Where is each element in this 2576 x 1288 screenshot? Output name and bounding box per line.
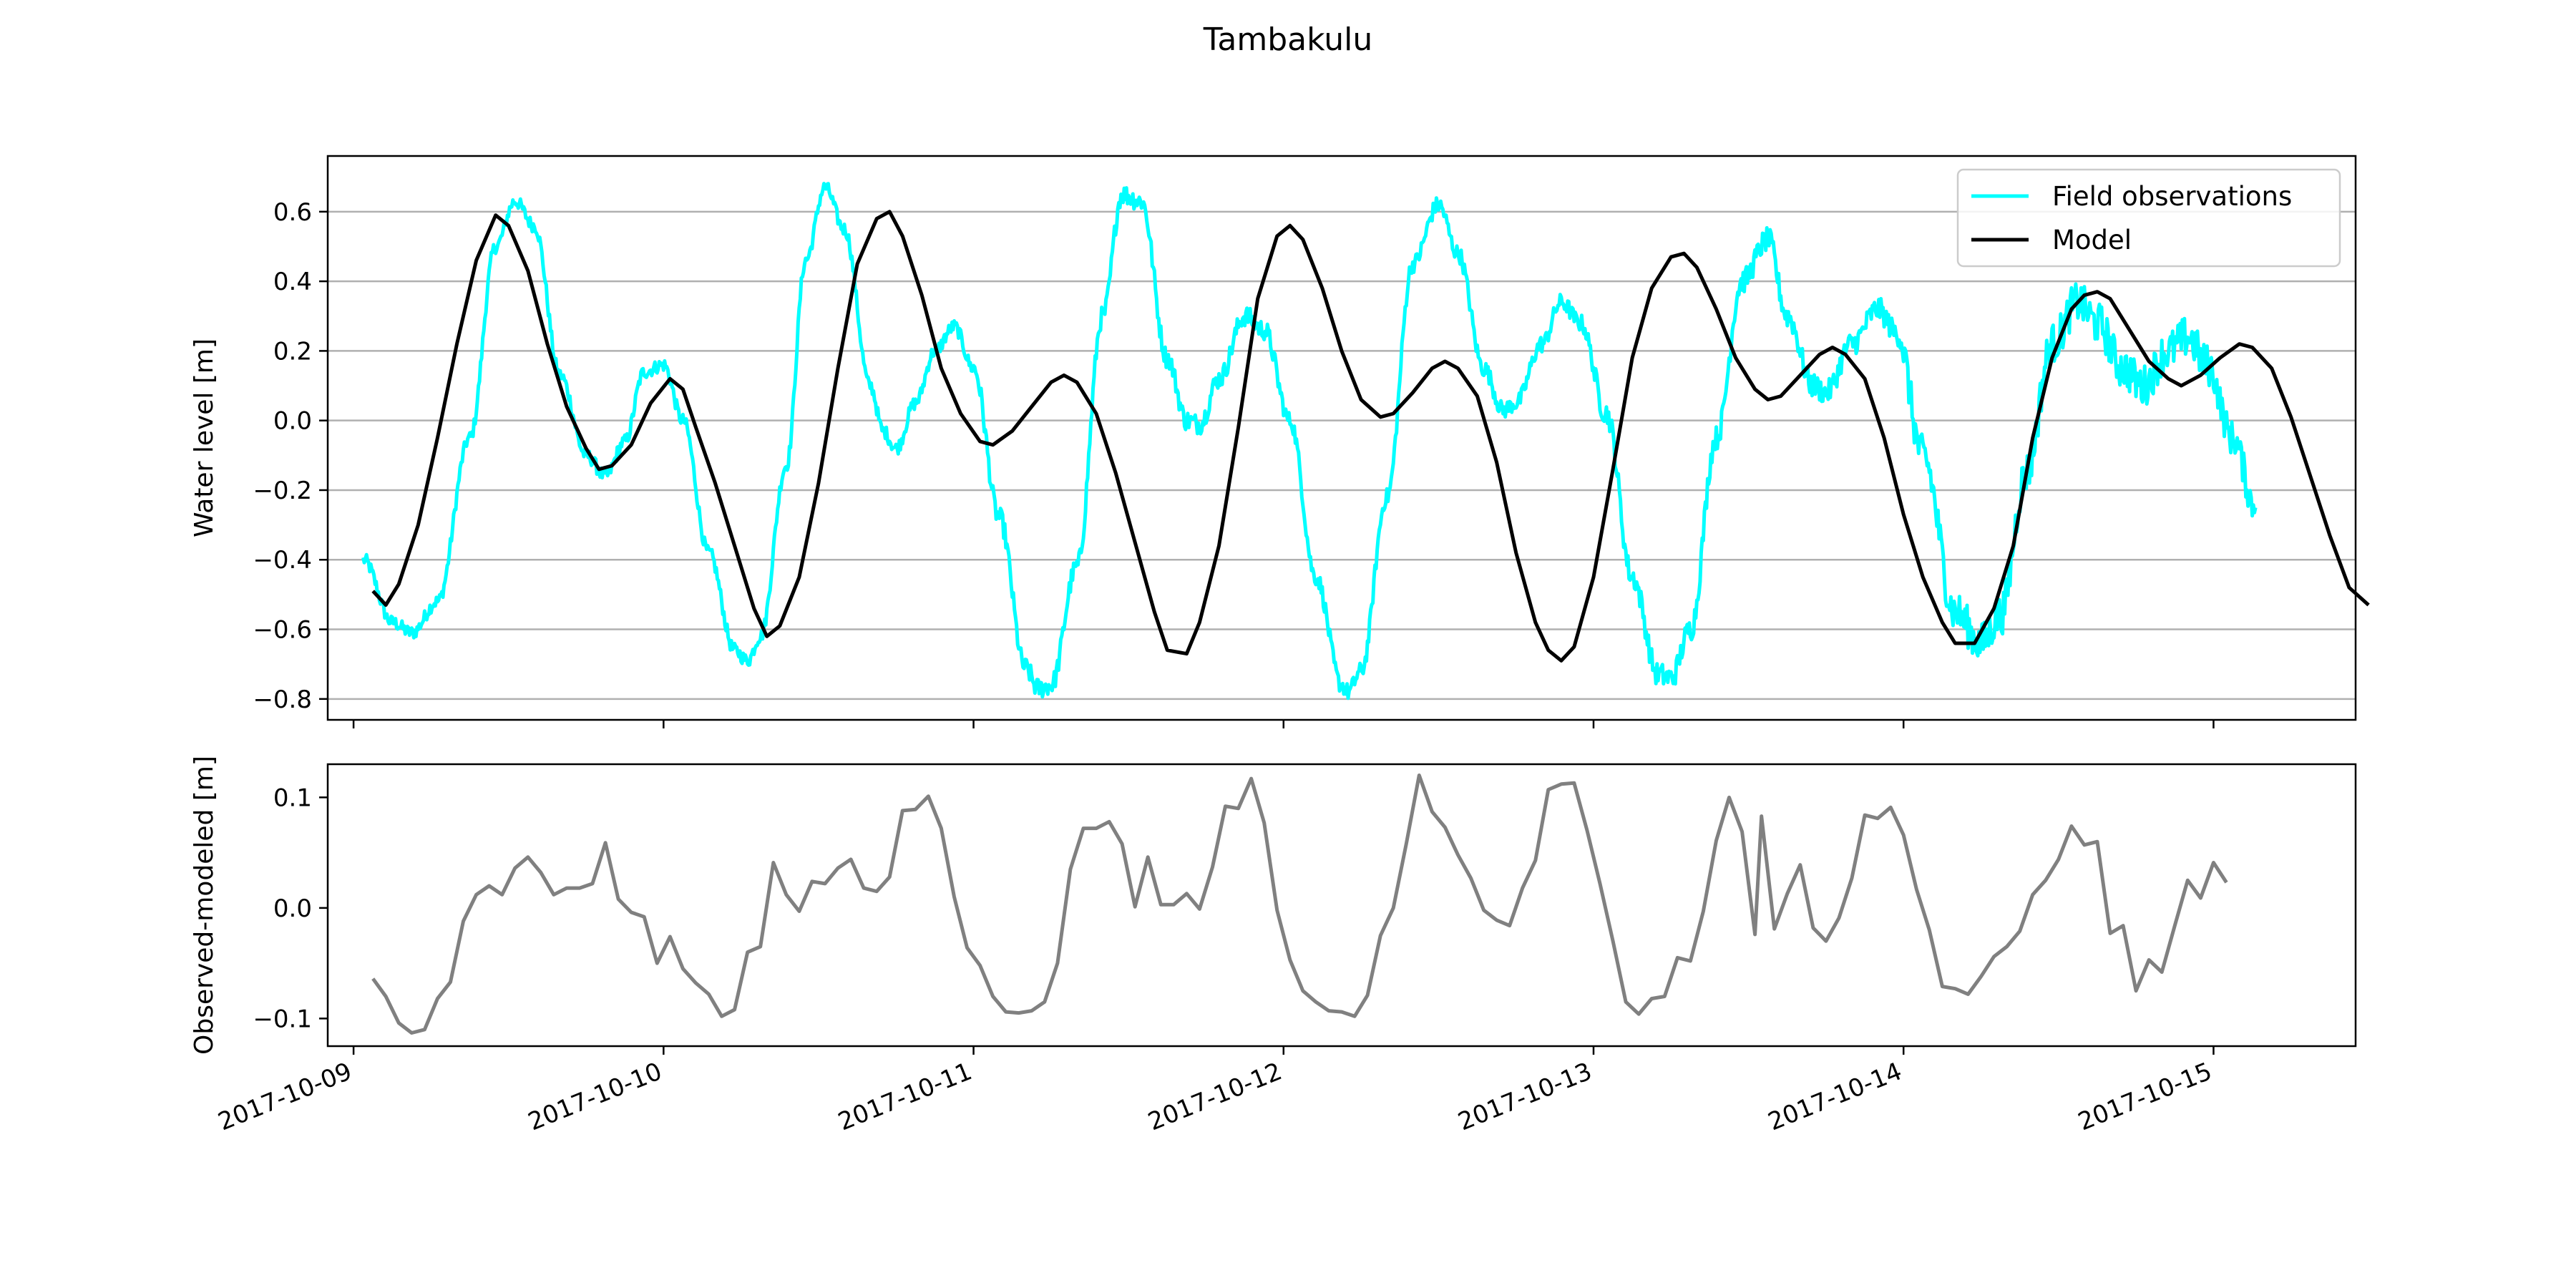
water-level-ylabel: Water level [m] xyxy=(190,338,219,537)
legend: Field observations Model xyxy=(1956,168,2341,268)
water-level-axes: −0.8 −0.6 −0.4 −0.2 0.0 0.2 0.4 0.6 Water level… xyxy=(190,155,2370,728)
legend-box xyxy=(1956,168,2341,268)
residual-yticks: −0.1 0.0 0.1 xyxy=(253,784,328,1033)
ytick-label: −0.1 xyxy=(253,1005,312,1033)
residual-series-line xyxy=(371,774,2228,1035)
water-level-frame xyxy=(326,155,2357,721)
ytick-label: 0.4 xyxy=(273,268,312,296)
legend-label-field-observations: Field observations xyxy=(2052,181,2292,212)
ytick-label: −0.6 xyxy=(253,616,312,645)
ytick-label: −0.4 xyxy=(253,546,312,575)
water-level-yticks: −0.8 −0.6 −0.4 −0.2 0.0 0.2 0.4 0.6 xyxy=(253,198,328,714)
water-level-xticks xyxy=(352,720,2215,728)
ytick-label: −0.8 xyxy=(253,686,312,714)
series-line-model xyxy=(371,210,2370,663)
ytick-label: 0.0 xyxy=(273,894,312,923)
ytick-label: 0.0 xyxy=(273,407,312,436)
chart-title: Tambakulu xyxy=(1203,21,1372,58)
water-level-series xyxy=(361,182,2370,701)
residual-series xyxy=(371,774,2228,1035)
legend-label-model: Model xyxy=(2052,225,2132,255)
series-line-field-observations xyxy=(361,182,2258,701)
ytick-label: 0.1 xyxy=(273,784,312,812)
residual-frame xyxy=(326,763,2357,1048)
ytick-label: 0.6 xyxy=(273,198,312,227)
ytick-label: 0.2 xyxy=(273,337,312,366)
residual-ylabel: Observed-modeled [m] xyxy=(190,756,219,1055)
ytick-label: −0.2 xyxy=(253,477,312,505)
